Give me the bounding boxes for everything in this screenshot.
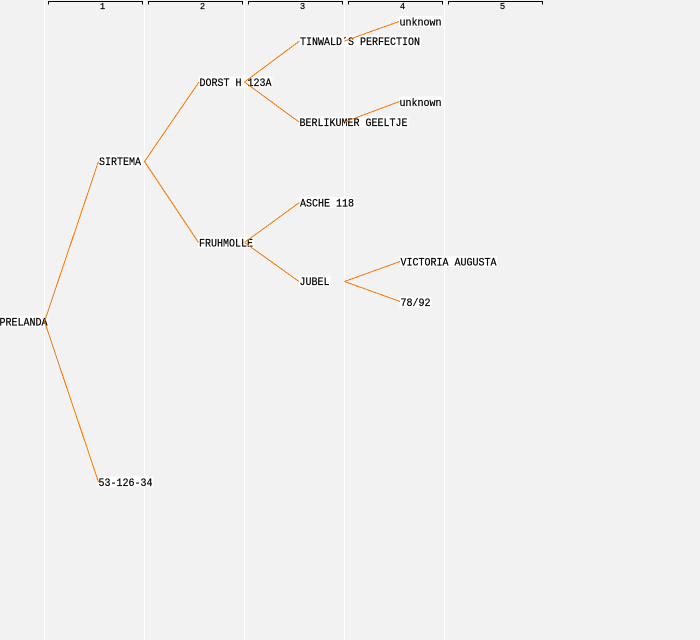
svg-text:1: 1 [100, 2, 105, 12]
svg-text:2: 2 [200, 2, 205, 12]
svg-text:ASCHE 118: ASCHE 118 [300, 199, 354, 211]
svg-text:JUBEL: JUBEL [300, 277, 330, 289]
svg-text:3: 3 [300, 2, 305, 12]
svg-text:TINWALD´S PERFECTION: TINWALD´S PERFECTION [300, 36, 420, 49]
svg-text:PRELANDA: PRELANDA [0, 318, 48, 330]
svg-text:DORST H 123A: DORST H 123A [200, 78, 272, 90]
svg-text:VICTORIA AUGUSTA: VICTORIA AUGUSTA [401, 258, 497, 270]
svg-text:SIRTEMA: SIRTEMA [99, 157, 141, 169]
svg-text:53-126-34: 53-126-34 [99, 478, 153, 490]
svg-text:78/92: 78/92 [401, 298, 431, 310]
svg-text:unknown: unknown [400, 18, 442, 30]
svg-text:FRUHMOLLE: FRUHMOLLE [199, 239, 253, 251]
svg-text:5: 5 [500, 2, 505, 12]
svg-text:BERLIKUMER GEELTJE: BERLIKUMER GEELTJE [300, 118, 408, 130]
svg-text:4: 4 [400, 2, 405, 12]
svg-text:unknown: unknown [400, 98, 442, 110]
